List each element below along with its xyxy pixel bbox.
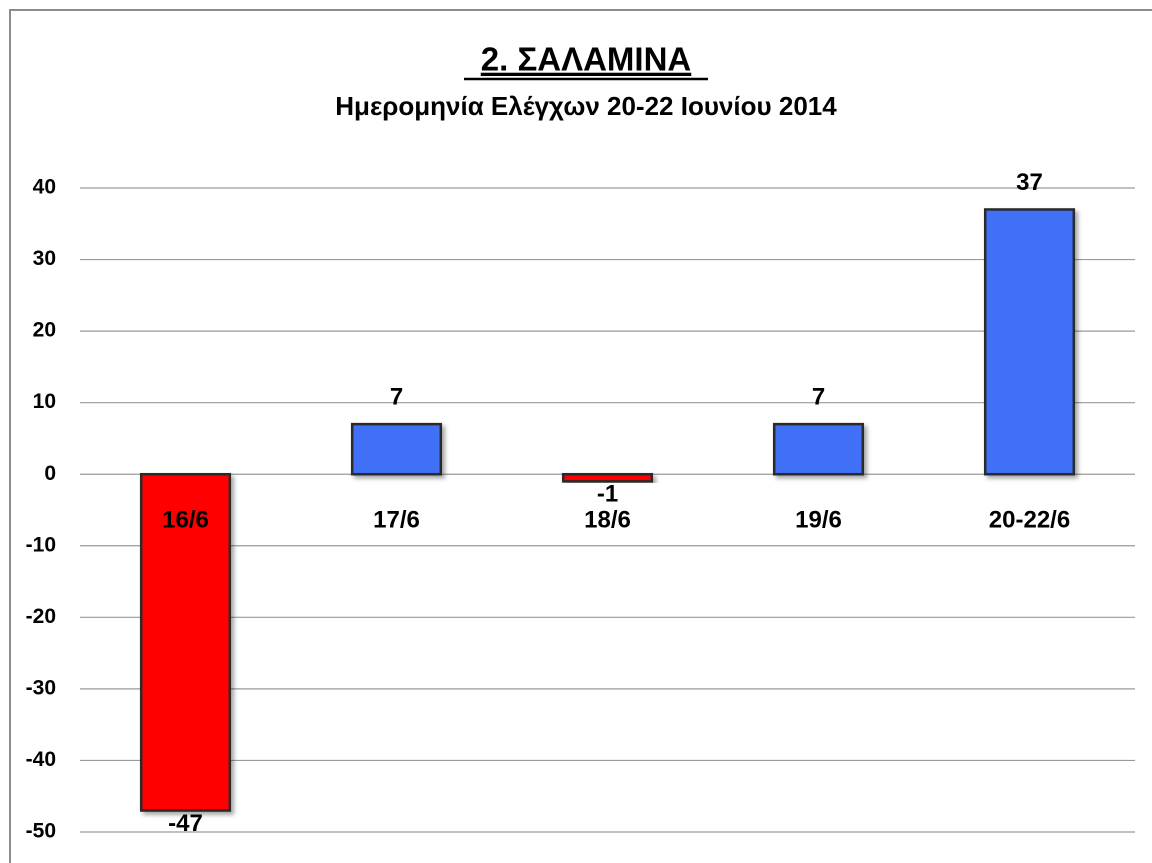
y-tick-label: 10 bbox=[33, 390, 56, 413]
data-label: -47 bbox=[168, 810, 203, 837]
data-label: 37 bbox=[1016, 169, 1043, 196]
data-label: 7 bbox=[812, 383, 825, 410]
bar bbox=[561, 472, 654, 483]
chart-subtitle: Ημερομηνία Ελέγχων 20-22 Ιουνίου 2014 bbox=[335, 91, 837, 121]
y-tick-label: 20 bbox=[33, 319, 56, 342]
y-tick-label: 40 bbox=[33, 176, 56, 199]
y-tick-label: -20 bbox=[26, 605, 56, 628]
y-tick-label: -50 bbox=[26, 820, 56, 843]
x-tick-label: 20-22/6 bbox=[989, 507, 1070, 534]
bar bbox=[139, 472, 232, 812]
x-tick-label: 16/6 bbox=[162, 507, 209, 534]
chart-title: 2. ΣΑΛΑΜΙΝΑ bbox=[481, 41, 692, 78]
y-tick-label: -40 bbox=[26, 748, 56, 771]
bar bbox=[772, 422, 865, 476]
bar bbox=[983, 208, 1076, 476]
y-tick-label: 30 bbox=[33, 247, 56, 270]
x-tick-label: 18/6 bbox=[584, 507, 631, 534]
bar bbox=[350, 422, 443, 476]
y-tick-label: -30 bbox=[26, 676, 56, 699]
x-tick-label: 19/6 bbox=[795, 507, 842, 534]
y-tick-label: 0 bbox=[44, 462, 56, 485]
data-label: 7 bbox=[390, 383, 403, 410]
data-label: -1 bbox=[597, 481, 618, 508]
y-tick-label: -10 bbox=[26, 533, 56, 556]
x-tick-label: 17/6 bbox=[373, 507, 420, 534]
